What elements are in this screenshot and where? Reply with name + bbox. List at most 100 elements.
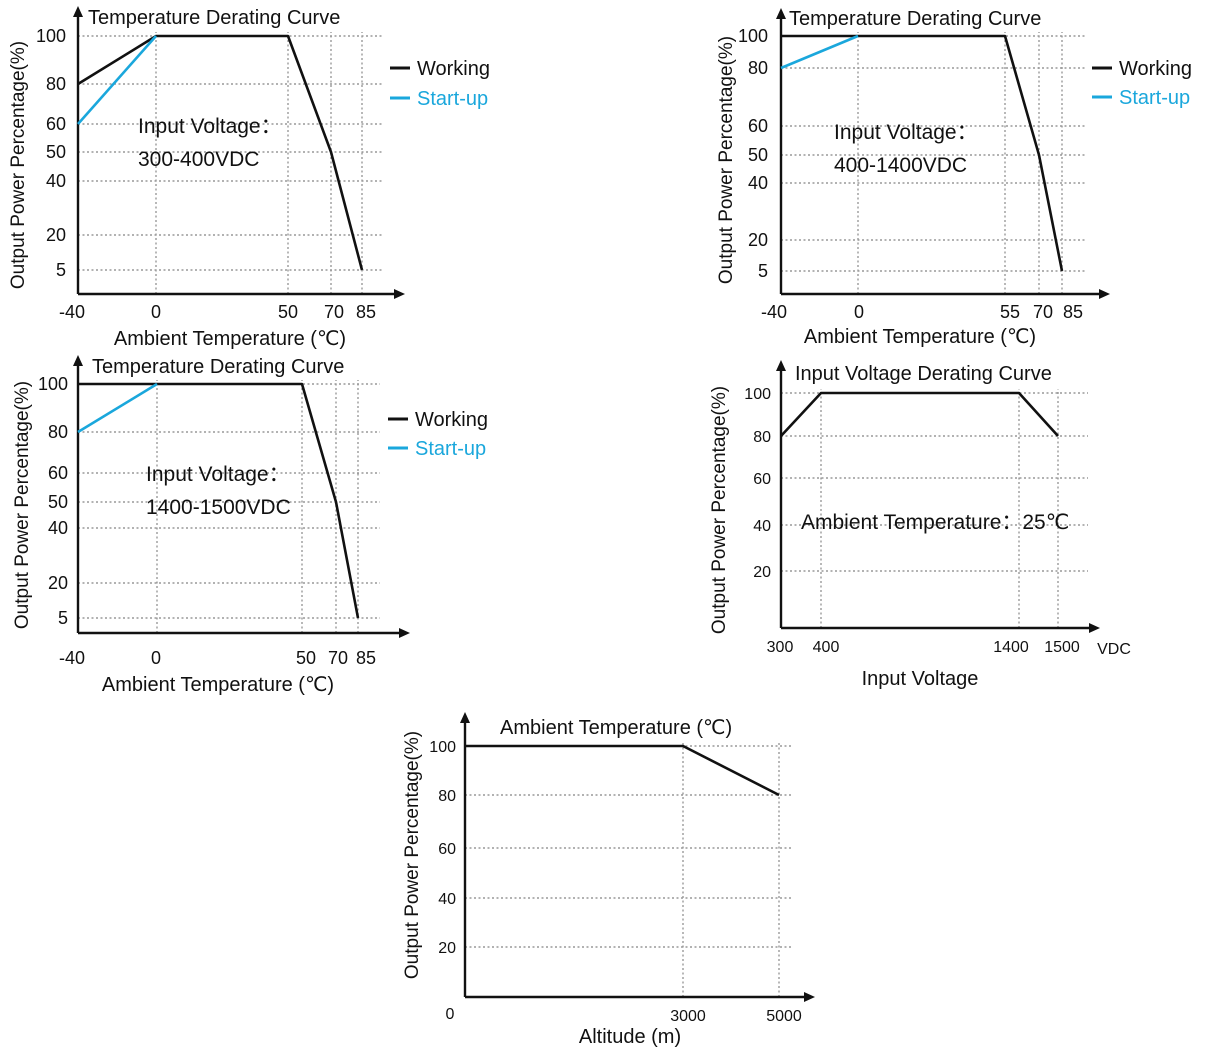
x-tick-label: 400 — [813, 639, 840, 656]
x-tick-label: 1400 — [993, 639, 1029, 656]
x-axis-label: Ambient Temperature (℃) — [102, 674, 334, 696]
annotation-text: Input Voltage： — [138, 115, 282, 138]
x-unit-label: VDC — [1097, 641, 1131, 658]
y-tick-label: 100 — [429, 739, 456, 756]
y-axis-label: Output Power Percentage(%) — [12, 381, 33, 629]
x-axis-label: Input Voltage — [862, 668, 979, 690]
y-axis-arrow — [776, 8, 786, 19]
y-tick-label: 60 — [748, 116, 768, 136]
x-axis-label: Ambient Temperature (℃) — [804, 326, 1036, 348]
x-axis-arrow — [1089, 623, 1100, 633]
series-line-working — [77, 34, 364, 271]
y-tick-label: 5 — [56, 260, 66, 280]
series-line-working — [465, 744, 780, 797]
y-tick-label: 20 — [438, 940, 456, 957]
x-tick-label: -40 — [59, 648, 85, 668]
x-tick-label: 50 — [278, 302, 298, 322]
y-axis-arrow — [460, 712, 470, 723]
y-tick-label: 60 — [753, 471, 771, 488]
x-axis-arrow — [804, 992, 815, 1002]
y-tick-label: 5 — [758, 261, 768, 281]
y-tick-label: 20 — [753, 564, 771, 581]
x-tick-label: 3000 — [670, 1008, 706, 1025]
y-tick-label: 80 — [748, 58, 768, 78]
annotation-text: Ambient Temperature：25℃ — [801, 511, 1069, 534]
series-line-working — [781, 34, 1064, 272]
x-tick-label: 85 — [356, 648, 376, 668]
x-tick-label: 50 — [296, 648, 316, 668]
x-axis-label: Ambient Temperature (℃) — [114, 328, 346, 350]
y-tick-label: 40 — [748, 173, 768, 193]
series-line-working — [78, 382, 360, 619]
x-tick-label: 85 — [356, 302, 376, 322]
series-line-start-up — [77, 35, 157, 125]
y-tick-label: 60 — [46, 114, 66, 134]
y-tick-label: 50 — [46, 142, 66, 162]
annotation-text: Input Voltage： — [146, 463, 290, 486]
legend-label: Working — [1119, 58, 1192, 80]
legend-label: Working — [417, 58, 490, 80]
chart-5: 0 20 40 60 80 100 3000 5000 Ambient Temperature … — [402, 712, 815, 1048]
y-axis-label: Output Power Percentage(%) — [709, 386, 730, 634]
y-axis-arrow — [73, 6, 83, 17]
y-tick-label: 5 — [58, 608, 68, 628]
y-tick-label: 80 — [46, 74, 66, 94]
x-axis-label: Altitude (m) — [579, 1026, 681, 1048]
legend-label: Start-up — [415, 438, 486, 460]
x-tick-label: 5000 — [766, 1008, 802, 1025]
legend-label: Working — [415, 409, 488, 431]
y-axis-label: Output Power Percentage(%) — [402, 731, 423, 979]
series-line-working — [780, 391, 1059, 437]
y-tick-label: 60 — [48, 463, 68, 483]
chart-title: Temperature Derating Curve — [88, 7, 340, 29]
legend: Working Start-up — [390, 58, 490, 110]
x-tick-label: 0 — [151, 302, 161, 322]
x-axis-arrow — [399, 628, 410, 638]
chart-title: Ambient Temperature (℃) — [500, 717, 732, 739]
y-tick-label: 40 — [48, 518, 68, 538]
y-tick-label: 20 — [48, 573, 68, 593]
y-tick-label: 80 — [48, 422, 68, 442]
legend: Working Start-up — [1092, 58, 1192, 109]
series-line-start-up — [780, 34, 859, 70]
legend: Working Start-up — [388, 409, 488, 460]
gridlines — [781, 389, 1088, 628]
x-axis-arrow — [394, 289, 405, 299]
y-tick-label: 100 — [738, 26, 768, 46]
x-tick-label: 1500 — [1044, 639, 1080, 656]
annotation-text: 1400-1500VDC — [146, 496, 291, 519]
legend-label: Start-up — [417, 88, 488, 110]
y-tick-label: 20 — [748, 230, 768, 250]
y-tick-label: 40 — [753, 518, 771, 535]
y-tick-label: 40 — [438, 891, 456, 908]
y-tick-label: 50 — [748, 145, 768, 165]
x-tick-label: 85 — [1063, 302, 1083, 322]
x-tick-label: -40 — [761, 302, 787, 322]
annotation-text: Input Voltage： — [834, 121, 978, 144]
y-tick-label: 100 — [744, 386, 771, 403]
y-tick-label: 80 — [438, 788, 456, 805]
x-tick-label: 0 — [854, 302, 864, 322]
y-tick-label: 100 — [38, 374, 68, 394]
y-tick-label: 20 — [46, 225, 66, 245]
chart-1: 5 20 40 50 60 80 100 -40 0 50 70 85 Temperature Dera… — [8, 6, 490, 350]
x-tick-label: 70 — [328, 648, 348, 668]
y-axis-label: Output Power Percentage(%) — [8, 41, 29, 289]
x-tick-label: 70 — [324, 302, 344, 322]
y-axis-label: Output Power Percentage(%) — [716, 36, 737, 284]
annotation-text: 300-400VDC — [138, 148, 259, 171]
y-tick-label: 60 — [438, 841, 456, 858]
chart-title: Temperature Derating Curve — [92, 356, 344, 378]
x-tick-label: 300 — [767, 639, 794, 656]
y-tick-label: 0 — [446, 1006, 455, 1023]
legend-label: Start-up — [1119, 87, 1190, 109]
y-tick-label: 100 — [36, 26, 66, 46]
x-tick-label: 55 — [1000, 302, 1020, 322]
chart-4: 20 40 60 80 100 300 400 1400 1500 Input Voltage D… — [709, 360, 1131, 690]
annotation-text: 400-1400VDC — [834, 154, 967, 177]
y-tick-label: 40 — [46, 171, 66, 191]
x-tick-label: 70 — [1033, 302, 1053, 322]
x-axis-arrow — [1099, 289, 1110, 299]
chart-title: Temperature Derating Curve — [789, 8, 1041, 30]
